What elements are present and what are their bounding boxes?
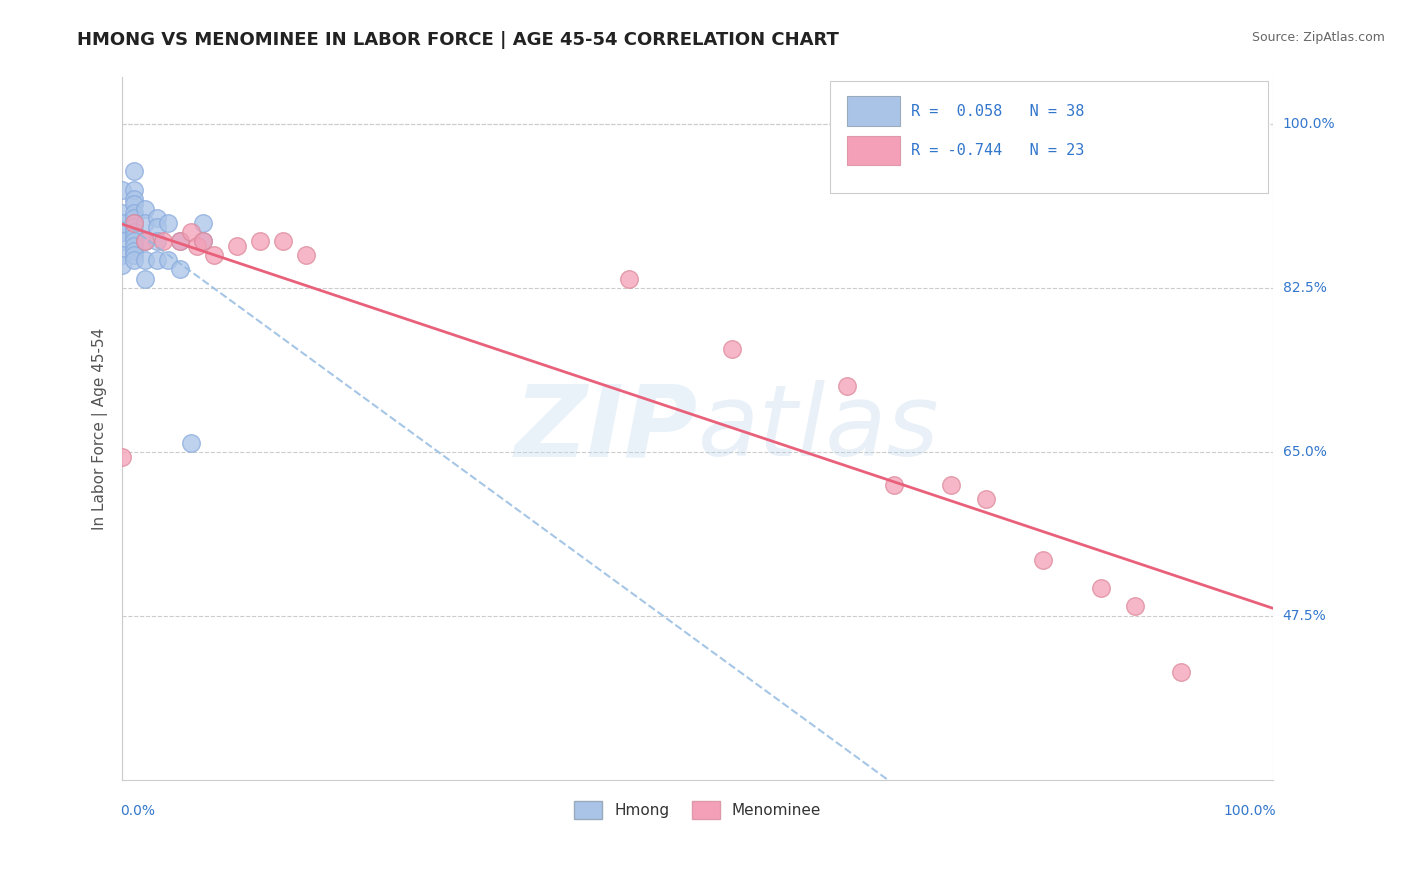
Point bbox=[122, 220, 145, 235]
Point bbox=[180, 225, 202, 239]
Point bbox=[111, 248, 134, 262]
Point bbox=[122, 229, 145, 244]
Point bbox=[157, 252, 180, 267]
Point bbox=[134, 234, 156, 248]
Point bbox=[152, 234, 174, 248]
Legend: Hmong, Menominee: Hmong, Menominee bbox=[568, 795, 827, 824]
Point bbox=[249, 234, 271, 248]
Point bbox=[122, 252, 145, 267]
Text: 100.0%: 100.0% bbox=[1223, 805, 1275, 818]
Point bbox=[295, 248, 318, 262]
Point bbox=[157, 216, 180, 230]
Point bbox=[145, 211, 167, 225]
Point bbox=[122, 216, 145, 230]
Point bbox=[111, 183, 134, 197]
Text: ZIP: ZIP bbox=[515, 380, 697, 477]
Point bbox=[191, 234, 214, 248]
Point bbox=[134, 202, 156, 216]
Point bbox=[1090, 581, 1112, 595]
Point bbox=[122, 248, 145, 262]
Point bbox=[134, 252, 156, 267]
Point bbox=[273, 234, 295, 248]
Point bbox=[111, 234, 134, 248]
Point bbox=[122, 192, 145, 206]
FancyBboxPatch shape bbox=[848, 136, 900, 165]
Point bbox=[134, 216, 156, 230]
Text: atlas: atlas bbox=[697, 380, 939, 477]
Point bbox=[122, 244, 145, 258]
Point bbox=[134, 234, 156, 248]
Point bbox=[1032, 552, 1054, 566]
Point bbox=[111, 206, 134, 220]
Text: 100.0%: 100.0% bbox=[1282, 117, 1336, 131]
Point bbox=[169, 234, 191, 248]
Text: R =  0.058   N = 38: R = 0.058 N = 38 bbox=[911, 103, 1084, 119]
Point bbox=[617, 271, 640, 285]
Point bbox=[122, 239, 145, 253]
FancyBboxPatch shape bbox=[848, 96, 900, 126]
Point bbox=[974, 491, 997, 506]
Text: 65.0%: 65.0% bbox=[1282, 445, 1326, 458]
Point bbox=[122, 225, 145, 239]
Point bbox=[1123, 599, 1146, 614]
Point bbox=[883, 477, 905, 491]
Point bbox=[186, 239, 208, 253]
Point bbox=[191, 216, 214, 230]
Text: 82.5%: 82.5% bbox=[1282, 281, 1326, 295]
Point bbox=[122, 164, 145, 178]
Point bbox=[145, 234, 167, 248]
Text: R = -0.744   N = 23: R = -0.744 N = 23 bbox=[911, 143, 1084, 158]
Point bbox=[169, 234, 191, 248]
Point bbox=[191, 234, 214, 248]
Point bbox=[202, 248, 225, 262]
Point bbox=[122, 216, 145, 230]
Text: HMONG VS MENOMINEE IN LABOR FORCE | AGE 45-54 CORRELATION CHART: HMONG VS MENOMINEE IN LABOR FORCE | AGE … bbox=[77, 31, 839, 49]
Point bbox=[180, 435, 202, 450]
Point bbox=[122, 183, 145, 197]
Y-axis label: In Labor Force | Age 45-54: In Labor Force | Age 45-54 bbox=[93, 327, 108, 530]
Text: 47.5%: 47.5% bbox=[1282, 608, 1326, 623]
Point bbox=[134, 271, 156, 285]
Point bbox=[122, 211, 145, 225]
Point bbox=[939, 477, 962, 491]
Point bbox=[837, 379, 859, 393]
Point bbox=[169, 262, 191, 277]
Text: 0.0%: 0.0% bbox=[120, 805, 155, 818]
Point bbox=[721, 342, 744, 356]
Point bbox=[111, 450, 134, 464]
Point bbox=[122, 234, 145, 248]
Point bbox=[122, 206, 145, 220]
Point bbox=[145, 220, 167, 235]
Point bbox=[226, 239, 249, 253]
Point bbox=[122, 197, 145, 211]
Point bbox=[1170, 665, 1192, 679]
Text: Source: ZipAtlas.com: Source: ZipAtlas.com bbox=[1251, 31, 1385, 45]
Point bbox=[111, 216, 134, 230]
FancyBboxPatch shape bbox=[830, 81, 1268, 194]
Point bbox=[145, 252, 167, 267]
Point bbox=[111, 258, 134, 272]
Point bbox=[111, 225, 134, 239]
